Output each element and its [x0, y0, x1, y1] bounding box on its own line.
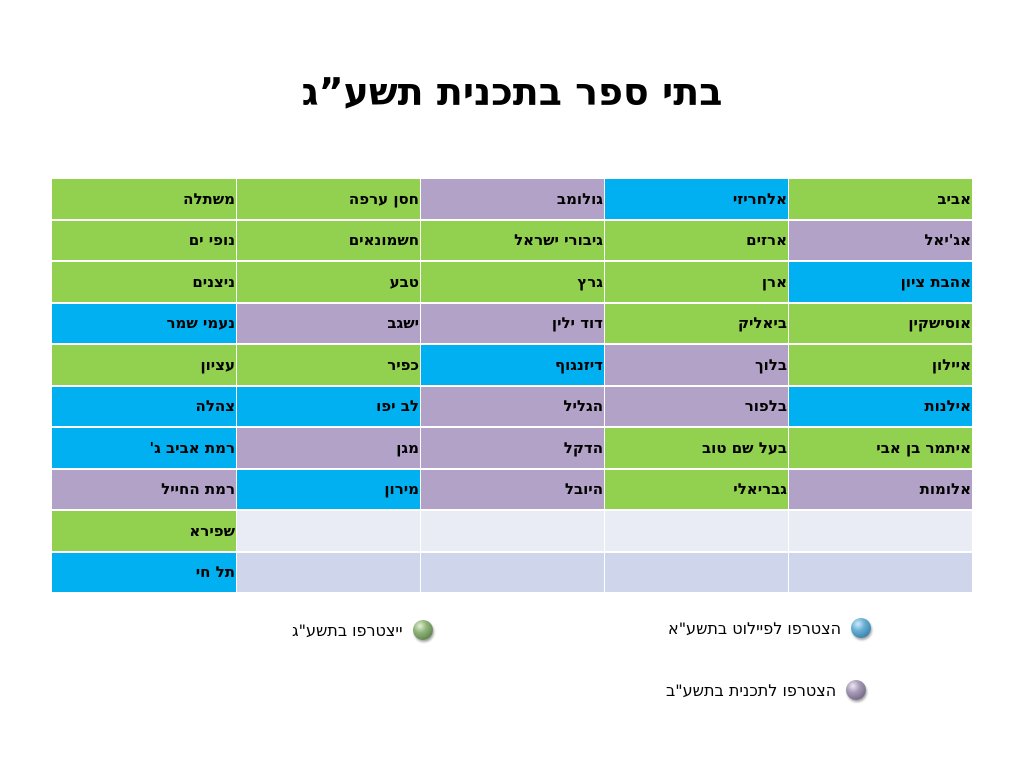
- empty-cell: [236, 552, 420, 594]
- school-cell: אג'יאל: [788, 220, 972, 262]
- school-cell: טבע: [236, 262, 420, 304]
- school-cell: אוסישקין: [788, 303, 972, 345]
- legend-joining-label: ייצטרפו בתשע"ג: [292, 620, 403, 640]
- school-cell: שפירא: [52, 511, 236, 553]
- school-cell: בלוך: [604, 345, 788, 387]
- school-cell: עציון: [52, 345, 236, 387]
- empty-cell: [420, 552, 604, 594]
- school-cell: נופי ים: [52, 220, 236, 262]
- school-cell: הגליל: [420, 386, 604, 428]
- purple-sphere-bullet-icon: [846, 680, 867, 700]
- empty-cell: [788, 552, 972, 594]
- legend-joining: ייצטרפו בתשע"ג: [292, 620, 433, 640]
- empty-cell: [788, 511, 972, 553]
- empty-cell: [420, 511, 604, 553]
- page-title: בתי ספר בתכנית תשע”ג: [301, 70, 723, 114]
- school-cell: ישגב: [236, 303, 420, 345]
- schools-table: אביב אלחריזי גולומב חסן ערפה משתלה אג'יאל ארזי…: [52, 179, 972, 594]
- legend-program-label: הצטרפו לתכנית בתשע"ב: [666, 680, 837, 700]
- school-cell: דיזנגוף: [420, 345, 604, 387]
- school-cell: צהלה: [52, 386, 236, 428]
- school-cell: גרץ: [420, 262, 604, 304]
- school-cell: ארן: [604, 262, 788, 304]
- school-cell: דוד ילין: [420, 303, 604, 345]
- school-cell: רמת החייל: [52, 469, 236, 511]
- school-cell: אלחריזי: [604, 179, 788, 221]
- school-cell: מירון: [236, 469, 420, 511]
- empty-cell: [604, 511, 788, 553]
- school-cell: אביב: [788, 179, 972, 221]
- school-cell: גולומב: [420, 179, 604, 221]
- empty-cell: [236, 511, 420, 553]
- school-cell: אהבת ציון: [788, 262, 972, 304]
- school-cell: לב יפו: [236, 386, 420, 428]
- empty-cell: [604, 552, 788, 594]
- school-cell: אילנות: [788, 386, 972, 428]
- school-cell: הדקל: [420, 428, 604, 470]
- school-cell: ביאליק: [604, 303, 788, 345]
- legend-pilot: הצטרפו לפיילוט בתשע"א: [646, 618, 872, 638]
- school-cell: נעמי שמר: [52, 303, 236, 345]
- school-cell: ניצנים: [52, 262, 236, 304]
- blue-sphere-bullet-icon: [851, 618, 872, 638]
- legend-program: הצטרפו לתכנית בתשע"ב: [644, 680, 867, 700]
- school-cell: רמת אביב ג': [52, 428, 236, 470]
- school-cell: חשמונאים: [236, 220, 420, 262]
- school-cell: איילון: [788, 345, 972, 387]
- legend-pilot-label: הצטרפו לפיילוט בתשע"א: [668, 618, 842, 638]
- school-cell: משתלה: [52, 179, 236, 221]
- school-cell: מגן: [236, 428, 420, 470]
- school-cell: בלפור: [604, 386, 788, 428]
- school-cell: אלומות: [788, 469, 972, 511]
- green-sphere-bullet-icon: [412, 620, 433, 640]
- school-cell: איתמר בן אבי: [788, 428, 972, 470]
- school-cell: בעל שם טוב: [604, 428, 788, 470]
- school-cell: כפיר: [236, 345, 420, 387]
- school-cell: חסן ערפה: [236, 179, 420, 221]
- school-cell: גיבורי ישראל: [420, 220, 604, 262]
- school-cell: תל חי: [52, 552, 236, 594]
- school-cell: היובל: [420, 469, 604, 511]
- school-cell: ארזים: [604, 220, 788, 262]
- school-cell: גבריאלי: [604, 469, 788, 511]
